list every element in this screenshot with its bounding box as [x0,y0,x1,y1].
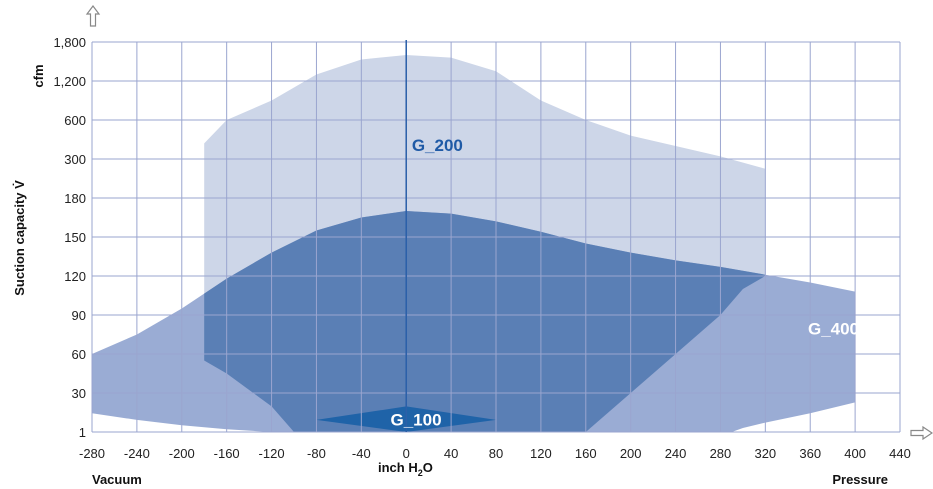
y-tick-label: 1,800 [53,35,86,50]
region-labels: G_200 G_400 G_100 [391,136,860,429]
y-tick-label: 600 [64,113,86,128]
x-tick-label: 120 [530,446,552,461]
x-tick-label: -280 [79,446,105,461]
chart-regions [92,55,856,432]
x-tick-label: 280 [710,446,732,461]
y-tick-label: 30 [72,386,86,401]
y-tick-label: 150 [64,230,86,245]
y-tick-label: 300 [64,152,86,167]
x-tick-label: 240 [665,446,687,461]
x-tick-label: -160 [214,446,240,461]
vacuum-label: Vacuum [92,472,142,487]
y-tick-label: 120 [64,269,86,284]
y-axis-ticks: 1 30 60 90 120 150 180 300 600 1,200 1,800 [53,35,86,440]
y-tick-label: 180 [64,191,86,206]
x-tick-label: -240 [124,446,150,461]
x-tick-label: -200 [169,446,195,461]
x-axis-ticks: -280 -240 -200 -160 -120 -80 -40 0 40 80 120 160 200… [79,446,911,461]
y-axis-arrow-icon [85,5,101,27]
y-tick-label: 1,200 [53,74,86,89]
y-axis-label: Suction capacity V̇ [12,180,27,296]
x-tick-label: 40 [444,446,458,461]
series-label-g100: G_100 [391,410,442,429]
x-tick-label: -40 [352,446,371,461]
x-tick-label: 320 [754,446,776,461]
x-axis-label: inch H2O [378,460,433,478]
y-tick-label: 90 [72,308,86,323]
region-overlap [204,211,766,432]
x-tick-label: 360 [799,446,821,461]
x-tick-label: 440 [889,446,911,461]
series-label-g200: G_200 [412,136,463,155]
x-tick-label: 80 [489,446,503,461]
series-label-g400: G_400 [808,320,859,339]
x-tick-label: -80 [307,446,326,461]
y-axis-unit: cfm [31,64,46,87]
y-tick-label: 60 [72,347,86,362]
y-tick-label: 1 [79,425,86,440]
pressure-label: Pressure [832,472,888,487]
x-tick-label: 160 [575,446,597,461]
x-tick-label: 400 [844,446,866,461]
x-tick-label: 200 [620,446,642,461]
x-tick-label: 0 [403,446,410,461]
x-axis-arrow-icon [910,425,933,441]
x-tick-label: -120 [259,446,285,461]
